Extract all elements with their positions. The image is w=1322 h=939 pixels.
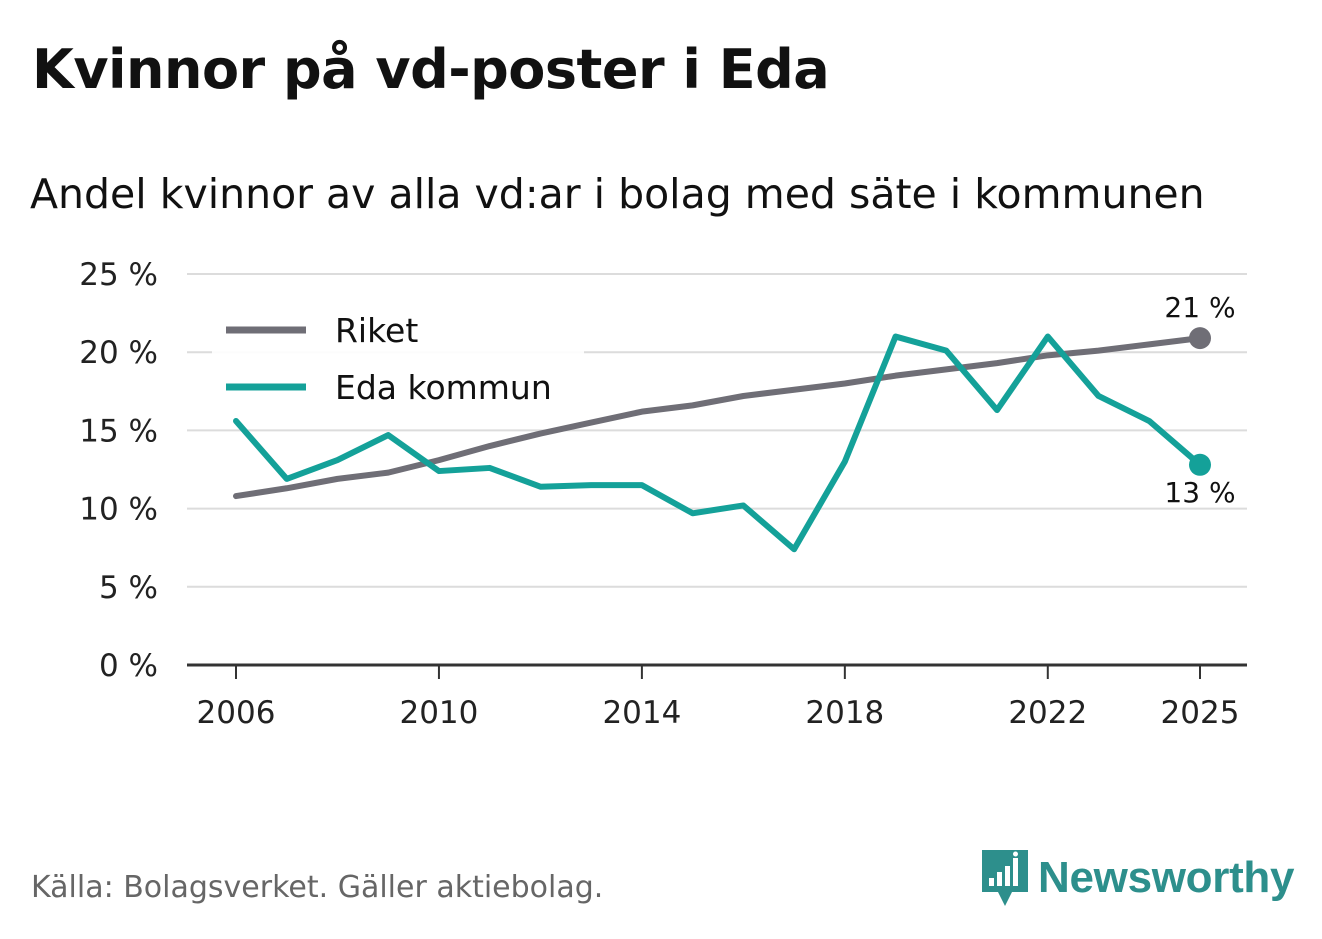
chart-subtitle: Andel kvinnor av alla vd:ar i bolag med …	[30, 170, 1205, 218]
end-point-eda-kommun	[1189, 453, 1211, 476]
series-line-eda-kommun	[233, 333, 1203, 553]
series-line-riket	[233, 335, 1203, 500]
legend-label-eda-kommun: Eda kommun	[335, 368, 552, 407]
legend-label-riket: Riket	[335, 311, 418, 350]
x-axis-ticks: 2006 2010 2014 2018 2022 2025	[197, 665, 1240, 731]
end-label-riket: 21 %	[1164, 291, 1235, 324]
x-tick-label-2018: 2018	[805, 695, 884, 731]
end-labels: 21 % 13 %	[1164, 291, 1235, 509]
end-label-eda-kommun: 13 %	[1164, 476, 1235, 509]
y-tick-label-25: 25 %	[79, 257, 158, 293]
y-tick-label-20: 20 %	[79, 335, 158, 371]
legend: Riket Eda kommun	[212, 302, 584, 410]
brand-name: Newsworthy	[1038, 853, 1295, 902]
x-tick-label-2014: 2014	[602, 695, 681, 731]
x-tick-label-2010: 2010	[399, 695, 478, 731]
x-tick-label-2025: 2025	[1161, 695, 1240, 731]
y-tick-label-15: 15 %	[79, 413, 158, 449]
legend-background	[212, 302, 584, 410]
source-note: Källa: Bolagsverket. Gäller aktiebolag.	[31, 870, 604, 905]
y-tick-label-5: 5 %	[99, 570, 158, 606]
end-point-riket	[1189, 327, 1211, 350]
y-tick-label-0: 0 %	[99, 648, 158, 684]
x-tick-label-2006: 2006	[197, 695, 276, 731]
y-axis-ticks: 0 % 5 % 10 % 15 % 20 % 25 %	[79, 257, 158, 684]
x-tick-label-2022: 2022	[1008, 695, 1087, 731]
series-lines	[233, 327, 1211, 553]
brand-logo: Newsworthy	[980, 848, 1294, 908]
chart-title: Kvinnor på vd-poster i Eda	[32, 38, 830, 101]
y-tick-label-10: 10 %	[79, 492, 158, 528]
newsworthy-logo-icon	[982, 850, 1028, 906]
